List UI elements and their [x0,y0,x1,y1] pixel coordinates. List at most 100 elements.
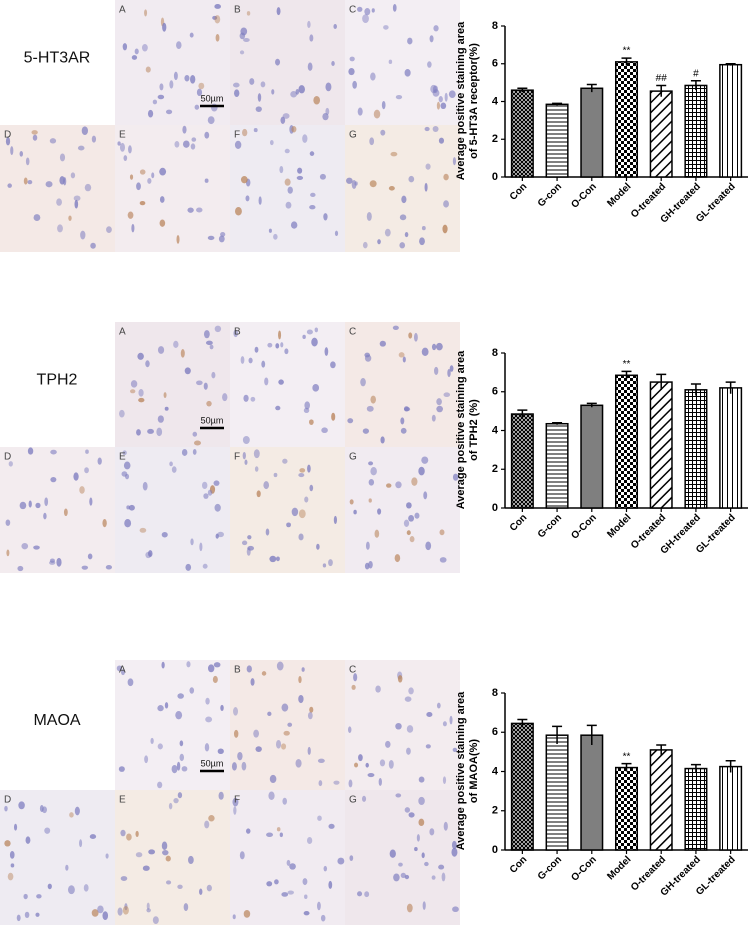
y-tick-label: 8 [492,347,498,359]
micrograph [345,790,460,925]
error-bar [517,87,528,93]
micrograph-bg [345,0,460,125]
cell [220,232,226,237]
micrograph-bg [115,790,230,925]
cell [83,884,89,892]
cell [204,178,209,183]
cell [266,881,273,887]
cell [122,450,127,456]
cell [400,417,405,425]
cell [215,34,220,42]
cell [413,332,418,342]
cell [425,541,432,551]
cell [388,759,394,769]
cell [427,61,432,68]
cell [265,528,270,536]
cell [309,34,314,42]
cell [309,205,316,210]
cell [198,82,205,90]
cell [306,329,313,335]
cell [105,564,113,570]
cell [120,669,126,676]
cell [298,533,304,541]
cell [27,447,34,455]
cell [440,102,447,110]
cell [370,72,376,81]
y-axis-label: Average positive staining area of TPH2 (… [455,350,480,509]
cell [163,392,167,399]
bar [510,89,534,178]
cell [379,759,386,767]
cell [365,762,369,768]
cell [204,743,210,752]
cell [74,199,79,209]
cell [240,356,245,364]
cell [261,671,267,676]
cell [23,893,28,900]
cell [439,529,445,536]
cell [370,467,377,476]
bar [580,734,604,851]
cell [436,101,441,110]
cell [43,512,47,520]
micrograph-bg [115,125,230,252]
cell [306,836,313,844]
cell [409,536,415,543]
cell [331,60,335,67]
cell [87,553,93,560]
bar [684,767,708,851]
cell [353,509,357,515]
error-bar [690,763,701,773]
cell [174,141,180,148]
cell [80,230,86,240]
cell [70,172,76,179]
row-label: TPH2 [37,372,78,389]
cell [189,32,194,38]
cell [4,805,8,812]
cell [442,224,448,234]
cell [190,538,194,546]
cell [267,342,273,348]
cell [353,673,358,682]
cell [388,186,395,191]
cell [159,196,165,203]
cell [214,3,221,9]
panel-letter: C [349,327,356,338]
cell [152,916,159,925]
cell [245,195,250,202]
cell [184,74,190,82]
cell [349,855,354,861]
cell [400,872,406,879]
cell [202,563,208,569]
cell [129,174,134,180]
cell [237,751,243,761]
cell [73,472,79,481]
cell [159,167,167,176]
cell [23,177,28,185]
cell [269,555,277,563]
panel-letter: F [234,130,240,141]
cell [403,519,410,527]
cell [263,481,270,490]
cell [85,449,89,454]
cell [275,343,280,349]
cell [268,791,275,801]
cell [452,747,458,752]
cell [162,22,167,32]
error-bar [690,383,701,396]
cell [231,762,237,771]
cell [208,815,215,822]
x-tick-label: O-Con [569,854,598,883]
cell [431,414,436,422]
cell [169,461,173,467]
cell [281,743,287,750]
cell [139,201,146,206]
cell [434,366,439,375]
significance-label: ## [656,73,668,84]
cell [157,705,164,712]
cell [125,473,130,480]
cell [144,755,149,764]
x-tick-label: G-con [536,181,564,209]
cell [233,89,240,97]
cell [176,234,180,244]
